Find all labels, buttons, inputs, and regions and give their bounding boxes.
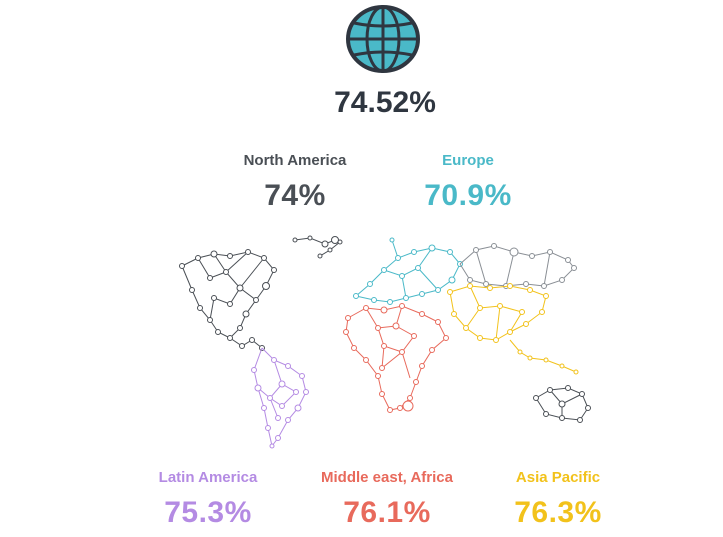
- map-north-asia: [459, 243, 577, 289]
- region-value: 74%: [264, 179, 326, 212]
- region-latin-america: Latin America 75.3%: [133, 469, 283, 530]
- region-name: Asia Pacific: [515, 469, 601, 486]
- map-europe: [353, 237, 463, 305]
- region-name: Middle east, Africa: [321, 469, 453, 486]
- region-value: 70.9%: [424, 179, 512, 212]
- map-australia: [533, 385, 591, 423]
- map-latin-america: [251, 347, 309, 449]
- region-europe: Europe 70.9%: [393, 152, 543, 213]
- map-asia-pacific: [447, 283, 579, 375]
- region-name: Europe: [442, 152, 494, 169]
- region-value: 76.3%: [514, 496, 602, 529]
- map-middle-east-africa: [343, 303, 449, 413]
- region-asia-pacific: Asia Pacific 76.3%: [483, 469, 633, 530]
- region-name: North America: [243, 152, 347, 169]
- world-network-map: [179, 235, 591, 449]
- region-north-america: North America 74%: [220, 152, 370, 213]
- region-value: 76.1%: [343, 496, 431, 529]
- map-north-america: [179, 235, 343, 351]
- globe-icon: [346, 5, 420, 73]
- region-middle-east-africa: Middle east, Africa 76.1%: [302, 469, 472, 530]
- region-name: Latin America: [158, 469, 258, 486]
- region-value: 75.3%: [164, 496, 252, 529]
- total-percentage: 74.52%: [334, 86, 436, 119]
